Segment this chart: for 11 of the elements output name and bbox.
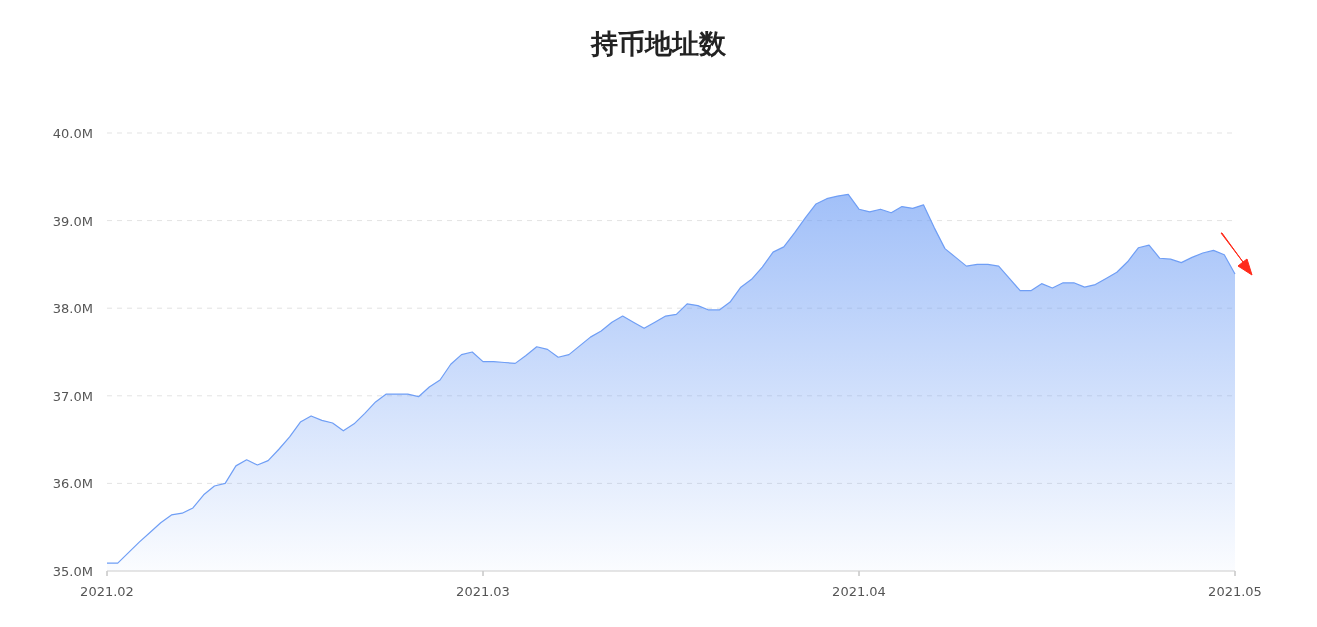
x-tick-label: 2021.05 xyxy=(1208,584,1262,599)
y-tick-label: 36.0M xyxy=(52,476,93,492)
x-tick-label: 2021.04 xyxy=(832,584,886,599)
x-tick-label: 2021.02 xyxy=(80,584,134,599)
chart-title: 持币地址数 xyxy=(589,28,727,59)
y-tick-label: 39.0M xyxy=(52,213,93,229)
x-tick-label: 2021.03 xyxy=(456,584,510,599)
y-tick-label: 38.0M xyxy=(52,301,93,317)
y-tick-label: 37.0M xyxy=(52,388,93,404)
y-tick-label: 40.0M xyxy=(52,126,93,141)
y-tick-label: 35.0M xyxy=(52,564,93,579)
